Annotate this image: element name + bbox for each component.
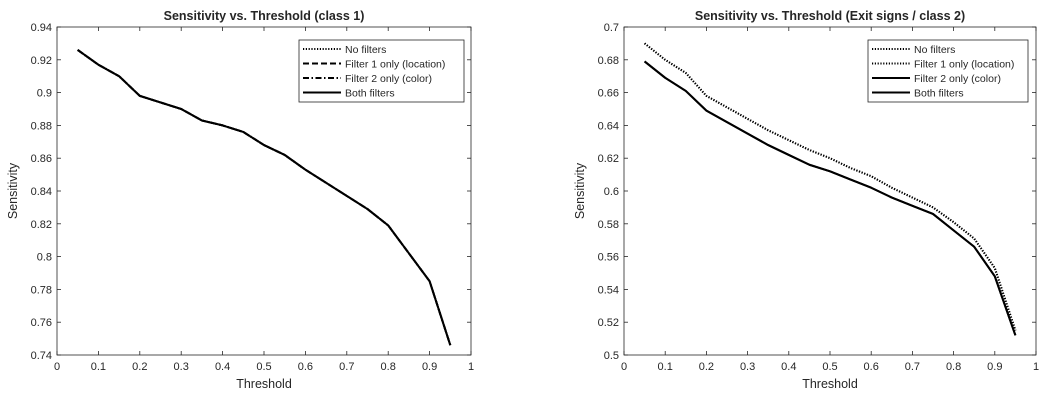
x-tick-label: 0 [621,361,627,373]
legend: No filters Filter 1 only (location) Filter… [867,39,1029,103]
x-tick-label: 0.3 [740,361,755,373]
y-tick-label: 0.82 [31,219,52,231]
x-tick-label: 0.5 [256,361,271,373]
series-line-4 [643,60,1017,336]
x-tick-label: 0.4 [215,361,230,373]
y-tick-label: 0.8 [37,252,52,264]
y-tick-label: 0.94 [31,22,52,34]
legend-entry: No filters [345,44,386,56]
y-tick-label: 0.86 [31,153,52,165]
y-tick-label: 0.76 [31,317,52,329]
legend-entry: Filter 2 only (color) [914,73,1001,85]
y-tick-label: 0.7 [604,22,619,34]
x-tick-label: 0.1 [91,361,106,373]
legend: No filters Filter 1 only (location) Filter… [298,39,465,103]
y-axis-label: Sensitivity [6,162,20,219]
legend-entry: No filters [914,44,955,56]
y-tick-label: 0.54 [598,284,619,296]
x-tick-label: 1 [468,361,474,373]
y-axis-label: Sensitivity [573,162,587,219]
y-tick-label: 0.74 [31,350,52,362]
series-line-4 [77,49,452,346]
x-tick-label: 0.5 [822,361,837,373]
y-tick-label: 0.66 [598,88,619,100]
y-tick-label: 0.88 [31,120,52,132]
x-tick-label: 0.4 [781,361,796,373]
chart-title: Sensitivity vs. Threshold (class 1) [164,9,365,23]
x-tick-label: 0.6 [298,361,313,373]
legend-entry: Filter 1 only (location) [345,59,445,71]
x-tick-label: 0.2 [132,361,147,373]
legend-entry: Filter 2 only (color) [345,73,432,85]
x-axis-label: Threshold [802,377,858,391]
x-tick-label: 0.8 [381,361,396,373]
y-tick-label: 0.68 [598,55,619,67]
x-tick-label: 0.9 [422,361,437,373]
x-tick-label: 1 [1033,361,1039,373]
x-tick-label: 0.8 [946,361,961,373]
x-tick-label: 0.7 [905,361,920,373]
x-tick-label: 0.9 [987,361,1002,373]
y-tick-label: 0.52 [598,317,619,329]
series-line-2 [643,42,1017,331]
x-tick-label: 0.6 [864,361,879,373]
legend-entry: Filter 1 only (location) [914,59,1014,71]
y-tick-label: 0.5 [604,350,619,362]
y-tick-label: 0.56 [598,252,619,264]
y-tick-label: 0.6 [604,186,619,198]
series-line-3 [643,60,1017,336]
chart-exit-signs-class-2: Sensitivity vs. Threshold (Exit signs / … [573,9,1039,391]
x-tick-label: 0.2 [699,361,714,373]
x-tick-label: 0.1 [658,361,673,373]
x-tick-label: 0.7 [339,361,354,373]
x-tick-label: 0.3 [174,361,189,373]
y-tick-label: 0.64 [598,120,619,132]
y-tick-label: 0.78 [31,284,52,296]
chart-class-1: Sensitivity vs. Threshold (class 1) 0 0.1 0… [6,9,474,391]
y-tick-label: 0.62 [598,153,619,165]
y-tick-label: 0.9 [37,88,52,100]
y-tick-label: 0.84 [31,186,52,198]
y-tick-label: 0.58 [598,219,619,231]
x-axis-label: Threshold [236,377,292,391]
legend-entry: Both filters [914,88,964,100]
x-tick-label: 0 [54,361,60,373]
y-tick-label: 0.92 [31,55,52,67]
legend-entry: Both filters [345,88,395,100]
chart-title: Sensitivity vs. Threshold (Exit signs / … [695,9,965,23]
